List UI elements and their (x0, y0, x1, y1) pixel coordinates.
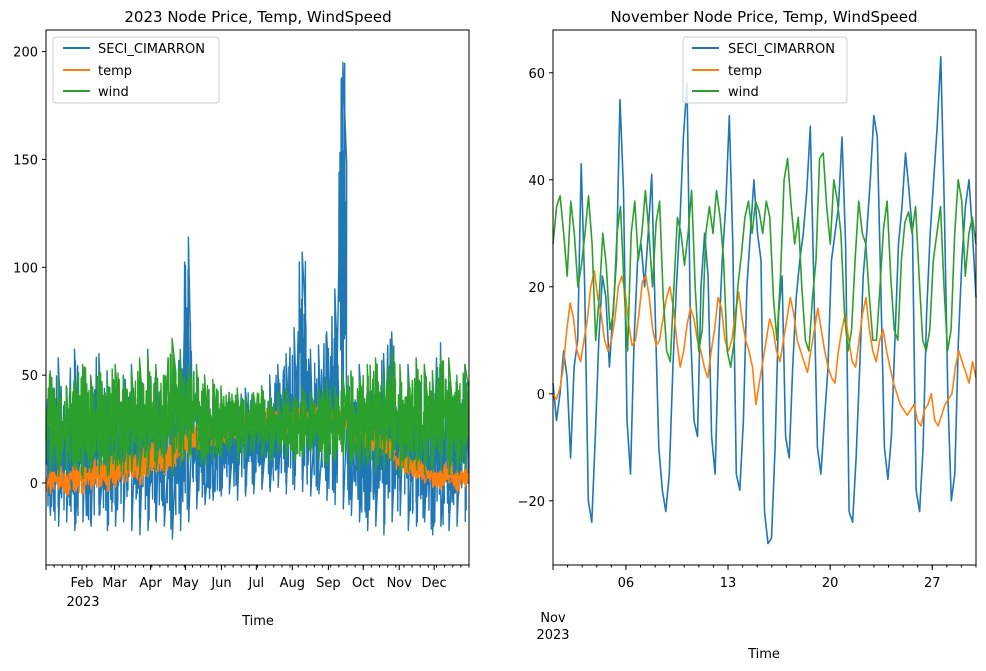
right-chart: November Node Price, Temp, WindSpeed −20… (518, 8, 977, 662)
right-legend-label-temp: temp (728, 64, 762, 79)
right-x-tick-label: 27 (924, 576, 941, 591)
left-year-label: 2023 (66, 595, 99, 610)
left-x-tick-label: Mar (102, 576, 127, 591)
left-plot-lines (45, 61, 470, 540)
right-series-line-seci-cimarron (552, 55, 977, 545)
left-y-tick-label: 0 (30, 477, 38, 492)
right-month-label: Nov (540, 611, 566, 626)
left-chart-title: 2023 Node Price, Temp, WindSpeed (124, 8, 391, 26)
left-x-tick-label: Apr (139, 576, 162, 591)
left-x-tick-label: Nov (387, 576, 413, 591)
left-legend-label-seci: SECI_CIMARRON (98, 42, 205, 57)
left-x-axis-label: Time (241, 614, 274, 629)
left-x-tick-label: Oct (352, 576, 374, 591)
right-y-tick-label: 0 (537, 388, 545, 403)
left-series-line-wind (45, 337, 470, 480)
left-x-axis: Feb Mar Apr May Jun Jul Aug Sep Oct Nov Dec (45, 565, 470, 591)
right-chart-title: November Node Price, Temp, WindSpeed (610, 8, 917, 26)
right-x-axis: 06 13 20 27 (552, 565, 977, 591)
left-x-tick-label: Feb (71, 576, 94, 591)
left-x-tick-label: May (172, 576, 199, 591)
right-legend: SECI_CIMARRON temp wind (682, 36, 848, 104)
right-year-label: 2023 (536, 628, 569, 643)
right-x-tick-label: 20 (822, 576, 839, 591)
left-y-tick-label: 50 (21, 369, 38, 384)
left-x-tick-label: Dec (422, 576, 447, 591)
left-legend: SECI_CIMARRON temp wind (52, 36, 220, 104)
right-plot-lines (552, 55, 977, 545)
left-legend-label-wind: wind (98, 85, 129, 100)
right-legend-label-seci: SECI_CIMARRON (728, 42, 835, 57)
right-y-tick-label: 60 (528, 67, 545, 82)
right-y-tick-label: −20 (518, 495, 545, 510)
left-y-axis: 0 50 100 150 200 (13, 46, 46, 492)
right-series-line-wind (552, 152, 977, 368)
left-chart: 2023 Node Price, Temp, WindSpeed 0 50 100 1… (13, 8, 470, 629)
right-x-tick-label: 13 (720, 576, 737, 591)
right-y-axis: −20 0 20 40 60 (518, 67, 553, 510)
right-legend-label-wind: wind (728, 85, 759, 100)
left-x-tick-label: Jul (247, 576, 264, 591)
left-x-tick-label: Jun (210, 576, 231, 591)
left-y-tick-label: 200 (13, 46, 38, 61)
left-legend-label-temp: temp (98, 64, 132, 79)
left-x-tick-label: Aug (280, 576, 305, 591)
left-y-tick-label: 100 (13, 261, 38, 276)
right-x-axis-label: Time (747, 647, 780, 662)
right-y-tick-label: 40 (528, 174, 545, 189)
left-y-tick-label: 150 (13, 153, 38, 168)
right-axes-frame (552, 29, 977, 566)
right-x-tick-label: 06 (618, 576, 635, 591)
right-legend-box (682, 36, 848, 104)
left-legend-box (52, 36, 220, 104)
right-series-line-temp (552, 269, 977, 427)
right-y-tick-label: 20 (528, 281, 545, 296)
left-x-tick-label: Sep (316, 576, 341, 591)
